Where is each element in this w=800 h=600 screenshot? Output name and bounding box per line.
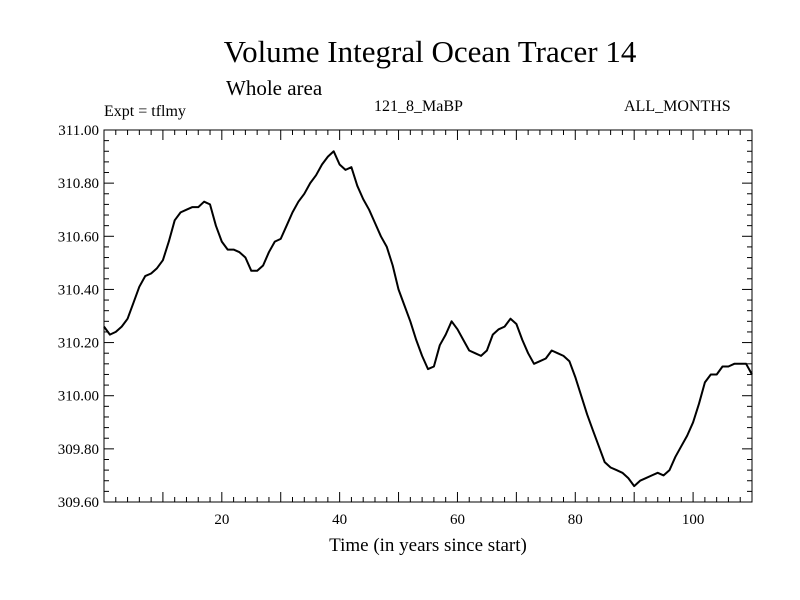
- axis-tick-labels: 20 40 60 80 100 309.60 309.80 310.00 310.20 310.4…: [58, 123, 705, 528]
- x-tick-label: 100: [682, 512, 705, 528]
- y-tick-label: 310.80: [58, 176, 99, 192]
- series-line: [103, 150, 753, 488]
- y-tick-label: 310.40: [58, 282, 99, 298]
- y-tick-label: 309.80: [58, 442, 99, 458]
- y-tick-label: 311.00: [58, 123, 99, 139]
- y-tick-label: 310.00: [58, 389, 99, 405]
- x-tick-label: 40: [332, 512, 347, 528]
- plot-frame: [103, 129, 753, 503]
- x-tick-label: 80: [568, 512, 583, 528]
- y-tick-label: 310.20: [58, 336, 99, 352]
- x-tick-label: 20: [214, 512, 229, 528]
- x-tick-label: 60: [450, 512, 465, 528]
- chart-title: Volume Integral Ocean Tracer 14: [223, 34, 637, 69]
- season-label: ALL_MONTHS: [624, 98, 731, 115]
- y-tick-label: 310.60: [58, 229, 99, 245]
- y-tick-label: 309.60: [58, 495, 99, 511]
- x-axis-label: Time (in years since start): [329, 535, 527, 556]
- chart-subtitle: Whole area: [226, 76, 323, 100]
- axis-ticks: [104, 130, 752, 502]
- experiment-label: Expt = tflmy: [104, 103, 186, 120]
- run-label: 121_8_MaBP: [374, 98, 463, 115]
